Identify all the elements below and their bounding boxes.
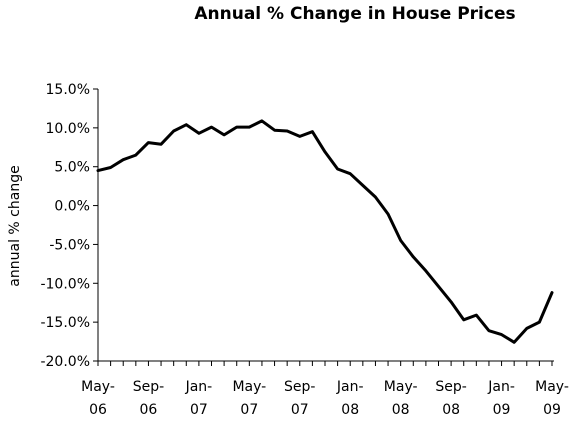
x-tick-label: Jan- [487, 379, 515, 395]
x-tick-label: 07 [240, 402, 258, 418]
x-tick-label: May- [384, 379, 418, 395]
x-tick-label: 07 [190, 402, 208, 418]
x-tick-label: 09 [493, 402, 511, 418]
x-axis-ticks: May- 06 Sep- 06 Jan- 07 May- 07 Sep- 07 Jan- 08 May-… [81, 361, 569, 418]
x-tick-label: 08 [392, 402, 410, 418]
y-tick-label: 5.0% [54, 160, 90, 176]
x-tick-label: Jan- [336, 379, 364, 395]
y-tick-label: 10.0% [46, 121, 90, 137]
x-tick-label: Sep- [133, 379, 164, 395]
x-tick-label: 09 [543, 402, 561, 418]
y-tick-label: -15.0% [40, 315, 90, 331]
y-tick-label: 15.0% [46, 82, 90, 98]
x-tick-label: Jan- [185, 379, 213, 395]
x-tick-label: 06 [89, 402, 107, 418]
x-tick-label: Sep- [284, 379, 315, 395]
x-tick-label: May- [535, 379, 569, 395]
series-group [96, 119, 554, 344]
series-line [96, 119, 554, 344]
y-tick-label: 0.0% [54, 199, 90, 215]
chart-title: Annual % Change in House Prices [194, 4, 515, 24]
y-tick-label: -20.0% [40, 354, 90, 370]
y-axis-label: annual % change [7, 165, 23, 286]
y-tick-label: -5.0% [49, 237, 90, 253]
y-tick-label: -10.0% [40, 276, 90, 292]
x-tick-label: Sep- [435, 379, 466, 395]
x-tick-label: May- [81, 379, 115, 395]
y-axis-ticks: 15.0% 10.0% 5.0% 0.0% -5.0% -10.0% -15.0% -20.0… [40, 82, 98, 370]
x-tick-label: 08 [442, 402, 460, 418]
x-tick-label: May- [232, 379, 266, 395]
x-tick-label: 07 [291, 402, 309, 418]
x-tick-label: 06 [140, 402, 158, 418]
x-tick-label: 08 [341, 402, 359, 418]
